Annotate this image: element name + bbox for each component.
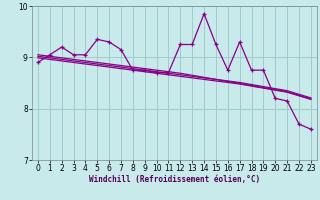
X-axis label: Windchill (Refroidissement éolien,°C): Windchill (Refroidissement éolien,°C) (89, 175, 260, 184)
